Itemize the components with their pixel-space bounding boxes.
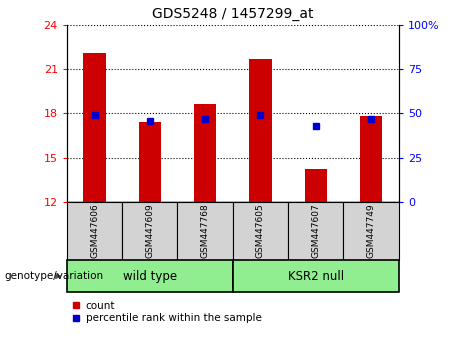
Bar bbox=[67, 260, 233, 292]
Title: GDS5248 / 1457299_at: GDS5248 / 1457299_at bbox=[152, 7, 313, 21]
Bar bbox=[305, 169, 327, 202]
Text: GSM447768: GSM447768 bbox=[201, 204, 210, 258]
Bar bbox=[343, 202, 399, 260]
Text: GSM447607: GSM447607 bbox=[311, 204, 320, 258]
Text: GSM447609: GSM447609 bbox=[145, 204, 154, 258]
Bar bbox=[67, 202, 122, 260]
Bar bbox=[83, 53, 106, 202]
Bar bbox=[194, 104, 216, 202]
Legend: count, percentile rank within the sample: count, percentile rank within the sample bbox=[72, 301, 261, 324]
Bar bbox=[249, 59, 272, 202]
Bar bbox=[233, 202, 288, 260]
Text: genotype/variation: genotype/variation bbox=[5, 271, 104, 281]
Text: GSM447606: GSM447606 bbox=[90, 204, 99, 258]
Text: wild type: wild type bbox=[123, 270, 177, 282]
Bar bbox=[288, 202, 343, 260]
Bar bbox=[139, 122, 161, 202]
Text: KSR2 null: KSR2 null bbox=[288, 270, 344, 282]
Bar bbox=[122, 202, 177, 260]
Text: GSM447605: GSM447605 bbox=[256, 204, 265, 258]
Bar bbox=[177, 202, 233, 260]
Bar bbox=[233, 260, 399, 292]
Text: GSM447749: GSM447749 bbox=[366, 204, 376, 258]
Bar bbox=[360, 116, 382, 202]
